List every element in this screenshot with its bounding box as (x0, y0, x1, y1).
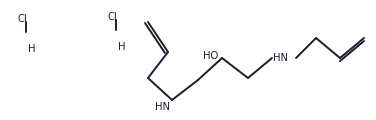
Text: HN: HN (155, 102, 170, 112)
Text: H: H (28, 44, 36, 54)
Text: Cl: Cl (108, 12, 118, 22)
Text: HO: HO (203, 51, 218, 61)
Text: HN: HN (273, 53, 288, 63)
Text: Cl: Cl (18, 14, 28, 24)
Text: H: H (118, 42, 126, 52)
